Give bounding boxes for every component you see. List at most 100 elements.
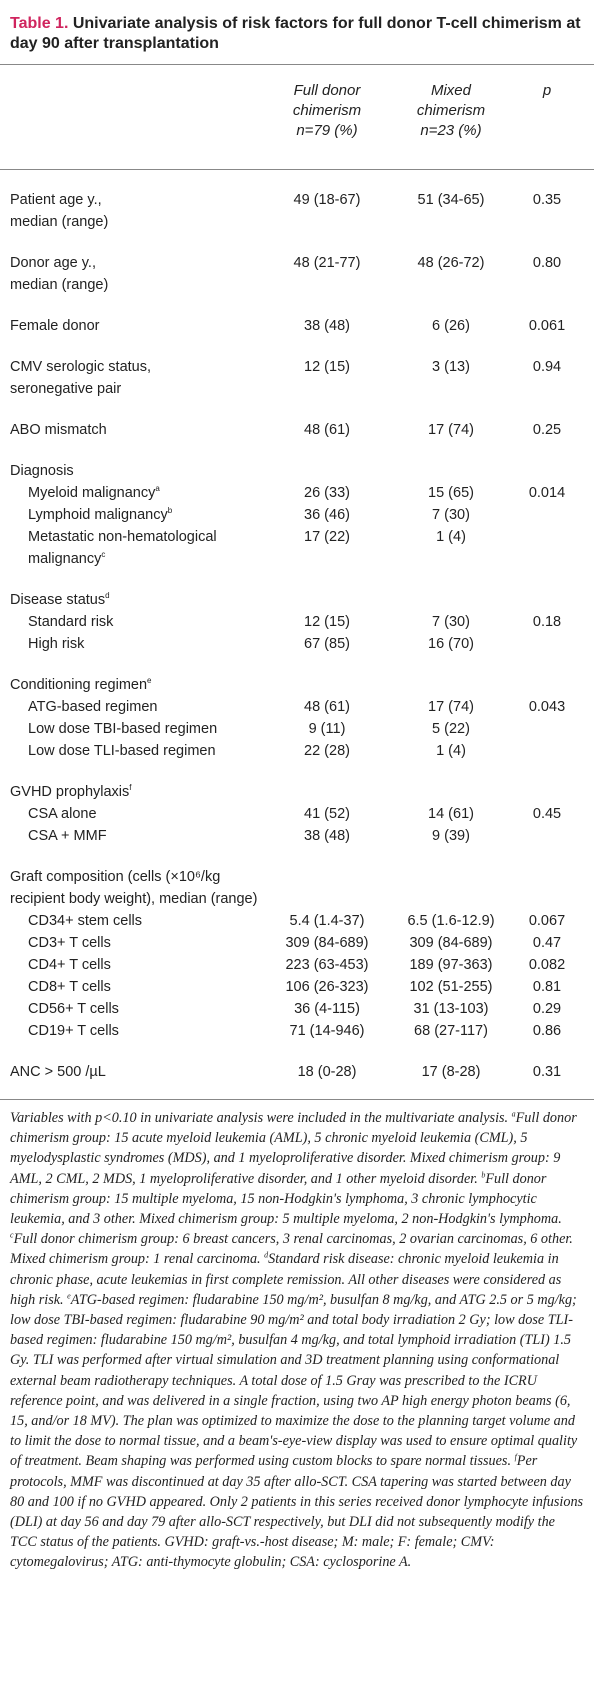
cell-p: 0.18 [510,611,584,633]
cell-mixed: 189 (97-363) [392,954,510,976]
row-label: Female donor [0,315,262,337]
row-label: Low dose TBI-based regimen [0,718,262,740]
cell-value: 71 (14-946) [289,1023,365,1039]
table-row: Standard risk 12 (15) 7 (30) 0.18 [0,611,594,633]
row-label: Conditioning regimene [0,674,262,696]
table-row: Low dose TBI-based regimen 9 (11) 5 (22) [0,718,594,740]
header-line: chimerism [416,102,486,119]
cell-mixed: 7 (30) [392,504,510,526]
header-line: Mixed [430,82,471,99]
label-line: Conditioning regimene [10,676,152,693]
table-row: CSA + MMF 38 (48) 9 (39) [0,825,594,847]
cell-full: 309 (84-689) [262,932,392,954]
row-group: Diagnosis Myeloid malignancya 26 (33) 15 (6… [0,460,594,570]
cell-p: 0.86 [510,1020,584,1042]
cell-value: 22 (28) [304,743,350,759]
cell-value: 17 (22) [304,529,350,545]
row-label: CD8+ T cells [0,976,262,998]
label-line: ATG-based regimen [28,699,158,715]
cell-mixed: 9 (39) [392,825,510,847]
footnote-text: Full donor chimerism group: 6 breast can… [10,1231,573,1268]
row-label: Lymphoid malignancyb [0,504,262,526]
header-line: n=79 (%) [296,122,358,139]
footnote-text: Variables with p<0.10 in univariate anal… [10,1110,512,1126]
cell-value: 5 (22) [432,721,470,737]
cell-full: 223 (63-453) [262,954,392,976]
row-label: GVHD prophylaxisf [0,781,262,803]
header-spacer [0,81,262,141]
cell-mixed: 17 (74) [392,419,510,441]
header-full: Full donor chimerism n=79 (%) [262,81,392,141]
title-text: Univariate analysis of risk factors for … [10,15,581,52]
cell-p: 0.061 [510,315,584,337]
label-line: Lymphoid malignancyb [28,506,173,523]
cell-value: 0.18 [532,614,562,630]
cell-mixed: 15 (65) [392,482,510,504]
cell-value: 15 (65) [428,485,474,501]
row-label: Standard risk [0,611,262,633]
row-label: CSA + MMF [0,825,262,847]
cell-value: 7 (30) [432,507,470,523]
cell-p: 0.014 [510,482,584,504]
cell-value: 0.47 [532,935,562,951]
cell-full: 71 (14-946) [262,1020,392,1042]
row-group: ANC > 500 /µL 18 (0-28) 17 (8-28) 0.31 [0,1061,594,1083]
footnote-marker: b [167,506,173,516]
cell-value: 223 (63-453) [285,957,369,973]
cell-p: 0.067 [510,910,584,932]
cell-full: 12 (15) [262,611,392,633]
cell-value: 67 (85) [304,636,350,652]
label-line: CD8+ T cells [28,979,111,995]
header-p: p [510,81,584,141]
cell-value: 0.45 [532,806,562,822]
row-group: Donor age y., median (range) 48 (21-77) 48 … [0,252,594,296]
cell-value: 17 (74) [428,422,474,438]
footnote-marker: f [514,1452,517,1462]
cell-p: 0.80 [510,252,584,274]
cell-value: 31 (13-103) [413,1001,489,1017]
cell-value: 0.80 [532,255,562,271]
row-group: Female donor 38 (48) 6 (26) 0.061 [0,315,594,337]
row-label: CSA alone [0,803,262,825]
cell-value: 9 (39) [432,828,470,844]
header-line: n=23 (%) [420,122,482,139]
cell-value: 309 (84-689) [285,935,369,951]
cell-full: 5.4 (1.4-37) [262,910,392,932]
row-label: Diagnosis [0,460,262,482]
cell-value: 309 (84-689) [409,935,493,951]
table-row: GVHD prophylaxisf [0,781,594,803]
row-label: Patient age y., median (range) [0,189,262,233]
footnote-marker: c [101,550,106,560]
cell-value: 36 (46) [304,507,350,523]
label-line: CD3+ T cells [28,935,111,951]
cell-value: 0.043 [528,699,566,715]
label-line: Standard risk [28,614,114,630]
cell-mixed: 16 (70) [392,633,510,655]
cell-mixed: 48 (26-72) [392,252,510,274]
label-line: ANC > 500 /µL [10,1064,106,1080]
footnote-marker: e [67,1291,71,1301]
footnote-marker: a [155,484,160,494]
row-label: CD56+ T cells [0,998,262,1020]
cell-value: 48 (61) [304,699,350,715]
cell-full: 38 (48) [262,825,392,847]
cell-value: 38 (48) [304,828,350,844]
table-row: Patient age y., median (range) 49 (18-67) 5… [0,189,594,233]
table-row: Diagnosis [0,460,594,482]
table-row: Low dose TLI-based regimen 22 (28) 1 (4) [0,740,594,762]
table-row: Donor age y., median (range) 48 (21-77) 48 … [0,252,594,296]
cell-p: 0.94 [510,356,584,378]
cell-value: 5.4 (1.4-37) [289,913,365,929]
rule [0,1099,594,1100]
cell-mixed: 51 (34-65) [392,189,510,211]
header-mixed: Mixed chimerism n=23 (%) [392,81,510,141]
label-line: median (range) [10,214,109,230]
cell-value: 16 (70) [428,636,474,652]
cell-full: 18 (0-28) [262,1061,392,1083]
cell-p: 0.082 [510,954,584,976]
footnote-marker: c [10,1230,14,1240]
cell-full: 49 (18-67) [262,189,392,211]
label-line: Metastatic non-hematological [28,529,217,545]
cell-mixed: 5 (22) [392,718,510,740]
label-line: GVHD prophylaxisf [10,783,132,800]
